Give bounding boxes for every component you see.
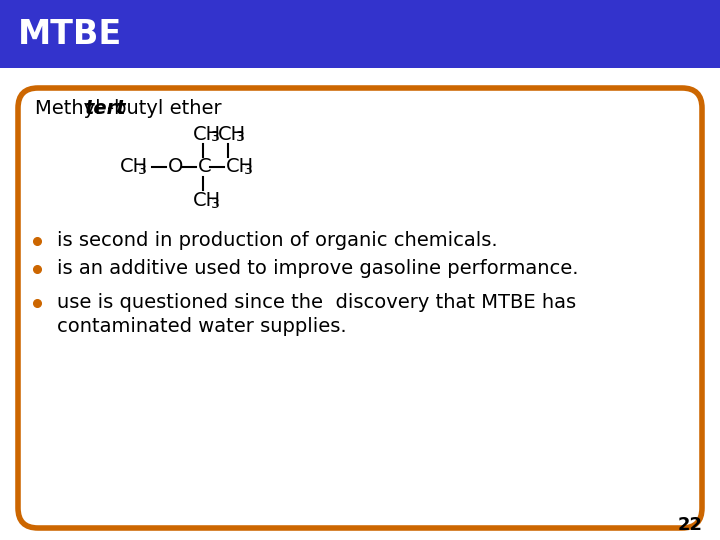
- Text: CH: CH: [120, 158, 148, 177]
- Text: is second in production of organic chemicals.: is second in production of organic chemi…: [57, 232, 498, 251]
- Text: O: O: [168, 158, 184, 177]
- Text: CH: CH: [193, 192, 221, 211]
- Text: 3: 3: [211, 130, 220, 144]
- Text: C: C: [198, 158, 212, 177]
- Text: 3: 3: [211, 130, 220, 144]
- Text: is an additive used to improve gasoline performance.: is an additive used to improve gasoline …: [57, 260, 578, 279]
- Text: CH: CH: [193, 125, 221, 144]
- Text: CH: CH: [193, 125, 221, 144]
- Text: 3: 3: [244, 163, 253, 177]
- Text: 3: 3: [236, 130, 245, 144]
- Text: use is questioned since the  discovery that MTBE has: use is questioned since the discovery th…: [57, 294, 576, 313]
- Text: 3: 3: [138, 163, 147, 177]
- Text: Methyl: Methyl: [35, 98, 107, 118]
- FancyBboxPatch shape: [18, 88, 702, 528]
- Text: tert: tert: [84, 98, 125, 118]
- Text: -butyl ether: -butyl ether: [107, 98, 222, 118]
- Text: CH: CH: [226, 158, 254, 177]
- Text: 3: 3: [211, 197, 220, 211]
- Text: 22: 22: [678, 516, 703, 534]
- Text: MTBE: MTBE: [18, 17, 122, 51]
- Text: CH: CH: [218, 125, 246, 144]
- Text: contaminated water supplies.: contaminated water supplies.: [57, 316, 346, 335]
- FancyBboxPatch shape: [0, 0, 720, 68]
